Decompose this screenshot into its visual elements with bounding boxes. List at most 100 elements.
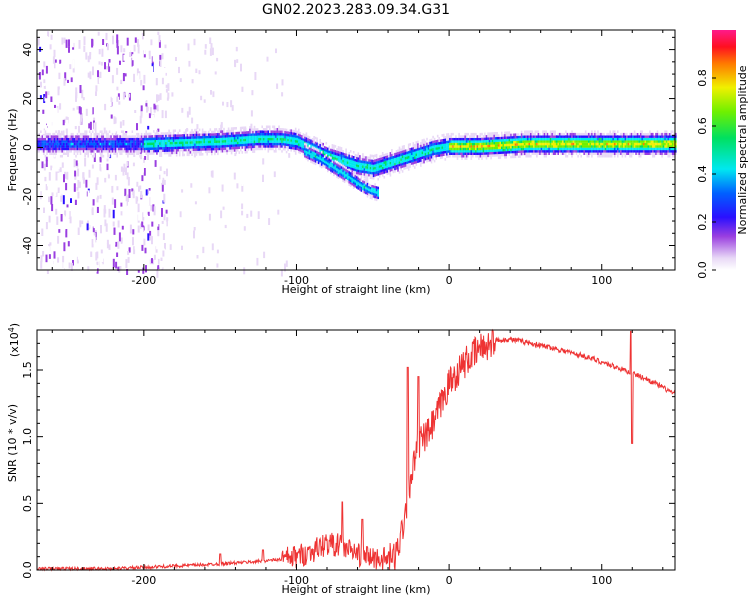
noise-cell — [263, 62, 266, 67]
ridge-cell — [183, 148, 186, 152]
ridge-cell — [46, 145, 48, 148]
ridge-cell — [191, 148, 193, 152]
ridge-cell — [49, 147, 51, 151]
ridge-cell — [302, 140, 305, 144]
ridge-cell — [673, 132, 676, 136]
ridge-cell — [47, 137, 50, 141]
ridge-cell — [174, 149, 176, 152]
ridge-cell — [198, 153, 201, 156]
ridge-cell — [513, 136, 515, 139]
noise-cell — [77, 168, 80, 177]
noise-cell — [51, 259, 53, 265]
ridge-cell — [46, 140, 48, 143]
ridge-cell — [117, 150, 120, 153]
noise-cell — [37, 238, 40, 242]
ridge-cell — [128, 150, 131, 153]
ridge-cell — [381, 154, 384, 157]
noise-cell — [126, 48, 129, 57]
noise-cell — [89, 52, 92, 56]
ridge-cell — [365, 156, 367, 159]
ridge-cell — [557, 145, 560, 148]
ridge-cell — [401, 148, 404, 151]
ridge-cell — [375, 161, 378, 164]
ridge-cell — [635, 145, 637, 148]
ridge-cell — [667, 137, 669, 141]
ridge-cell — [655, 145, 657, 148]
ridge-cell — [545, 132, 547, 136]
ridge-cell — [607, 132, 610, 136]
ridge-cell — [410, 157, 413, 160]
ridge-cell — [134, 142, 137, 146]
ridge-cell — [647, 132, 650, 136]
noise-cell — [105, 197, 108, 205]
ridge-cell — [194, 141, 196, 144]
ridge-cell — [642, 130, 645, 133]
ridge-cell — [119, 142, 121, 146]
ridge-cell — [574, 147, 576, 151]
noise-cell — [101, 262, 104, 271]
ridge-cell — [586, 150, 589, 153]
noise-cell — [196, 255, 199, 259]
noise-cell — [56, 167, 59, 172]
ridge-cell — [632, 147, 634, 151]
ridge-cell — [496, 134, 498, 137]
noise-cell — [147, 154, 149, 160]
ridge-cell — [565, 140, 567, 143]
ridge-cell — [111, 147, 114, 151]
noise-cell — [89, 119, 92, 124]
noise-cell — [167, 83, 170, 91]
ridge-cell — [612, 132, 614, 136]
noise-cell — [118, 167, 121, 172]
ridge-cell — [281, 132, 283, 136]
ridge-cell — [160, 151, 163, 155]
ridge-cell — [383, 161, 386, 164]
noise-cell — [144, 247, 147, 254]
ridge-cell — [571, 130, 573, 133]
noise-cell — [74, 45, 77, 50]
ridge-cell — [661, 147, 663, 151]
ridge-cell — [629, 142, 631, 146]
ridge-cell — [401, 150, 404, 154]
ridge-cell — [98, 140, 100, 143]
ridge-cell — [46, 137, 48, 141]
ridge-cell — [366, 158, 369, 162]
ridge-cell — [233, 141, 236, 145]
ridge-cell — [461, 150, 463, 153]
ridge-cell — [236, 136, 239, 140]
ridge-cell — [319, 139, 321, 142]
branch-cell — [313, 147, 315, 150]
noise-cell — [238, 251, 241, 259]
ridge-cell — [244, 146, 247, 149]
ridge-cell — [372, 172, 375, 175]
ridge-cell — [426, 154, 428, 158]
ridge-cell — [588, 132, 590, 136]
ridge-cell — [664, 152, 666, 155]
ridge-cell — [507, 138, 509, 142]
noise-cell — [151, 66, 153, 74]
ridge-cell — [107, 140, 109, 143]
ridge-cell — [168, 129, 170, 133]
ridge-cell — [75, 154, 77, 158]
ridge-cell — [70, 150, 73, 153]
ridge-cell — [630, 140, 633, 143]
noise-cell — [100, 61, 103, 66]
noise-cell — [120, 237, 123, 244]
noise-cell — [157, 128, 160, 132]
ridge-cell — [195, 153, 198, 156]
ridge-cell — [236, 141, 239, 145]
ridge-cell — [566, 135, 569, 138]
ridge-cell — [607, 142, 610, 146]
ridge-cell — [117, 135, 120, 138]
ridge-cell — [366, 176, 369, 179]
noise-cell — [71, 40, 74, 48]
ridge-cell — [508, 146, 511, 149]
ridge-cell — [430, 148, 433, 152]
ridge-cell — [259, 140, 262, 143]
ridge-cell — [485, 149, 488, 153]
ridge-cell — [207, 143, 210, 146]
ridge-cell — [157, 132, 160, 135]
ridge-cell — [667, 140, 669, 143]
noise-cell — [262, 158, 265, 165]
ridge-cell — [357, 169, 360, 173]
ridge-cell — [149, 142, 152, 146]
